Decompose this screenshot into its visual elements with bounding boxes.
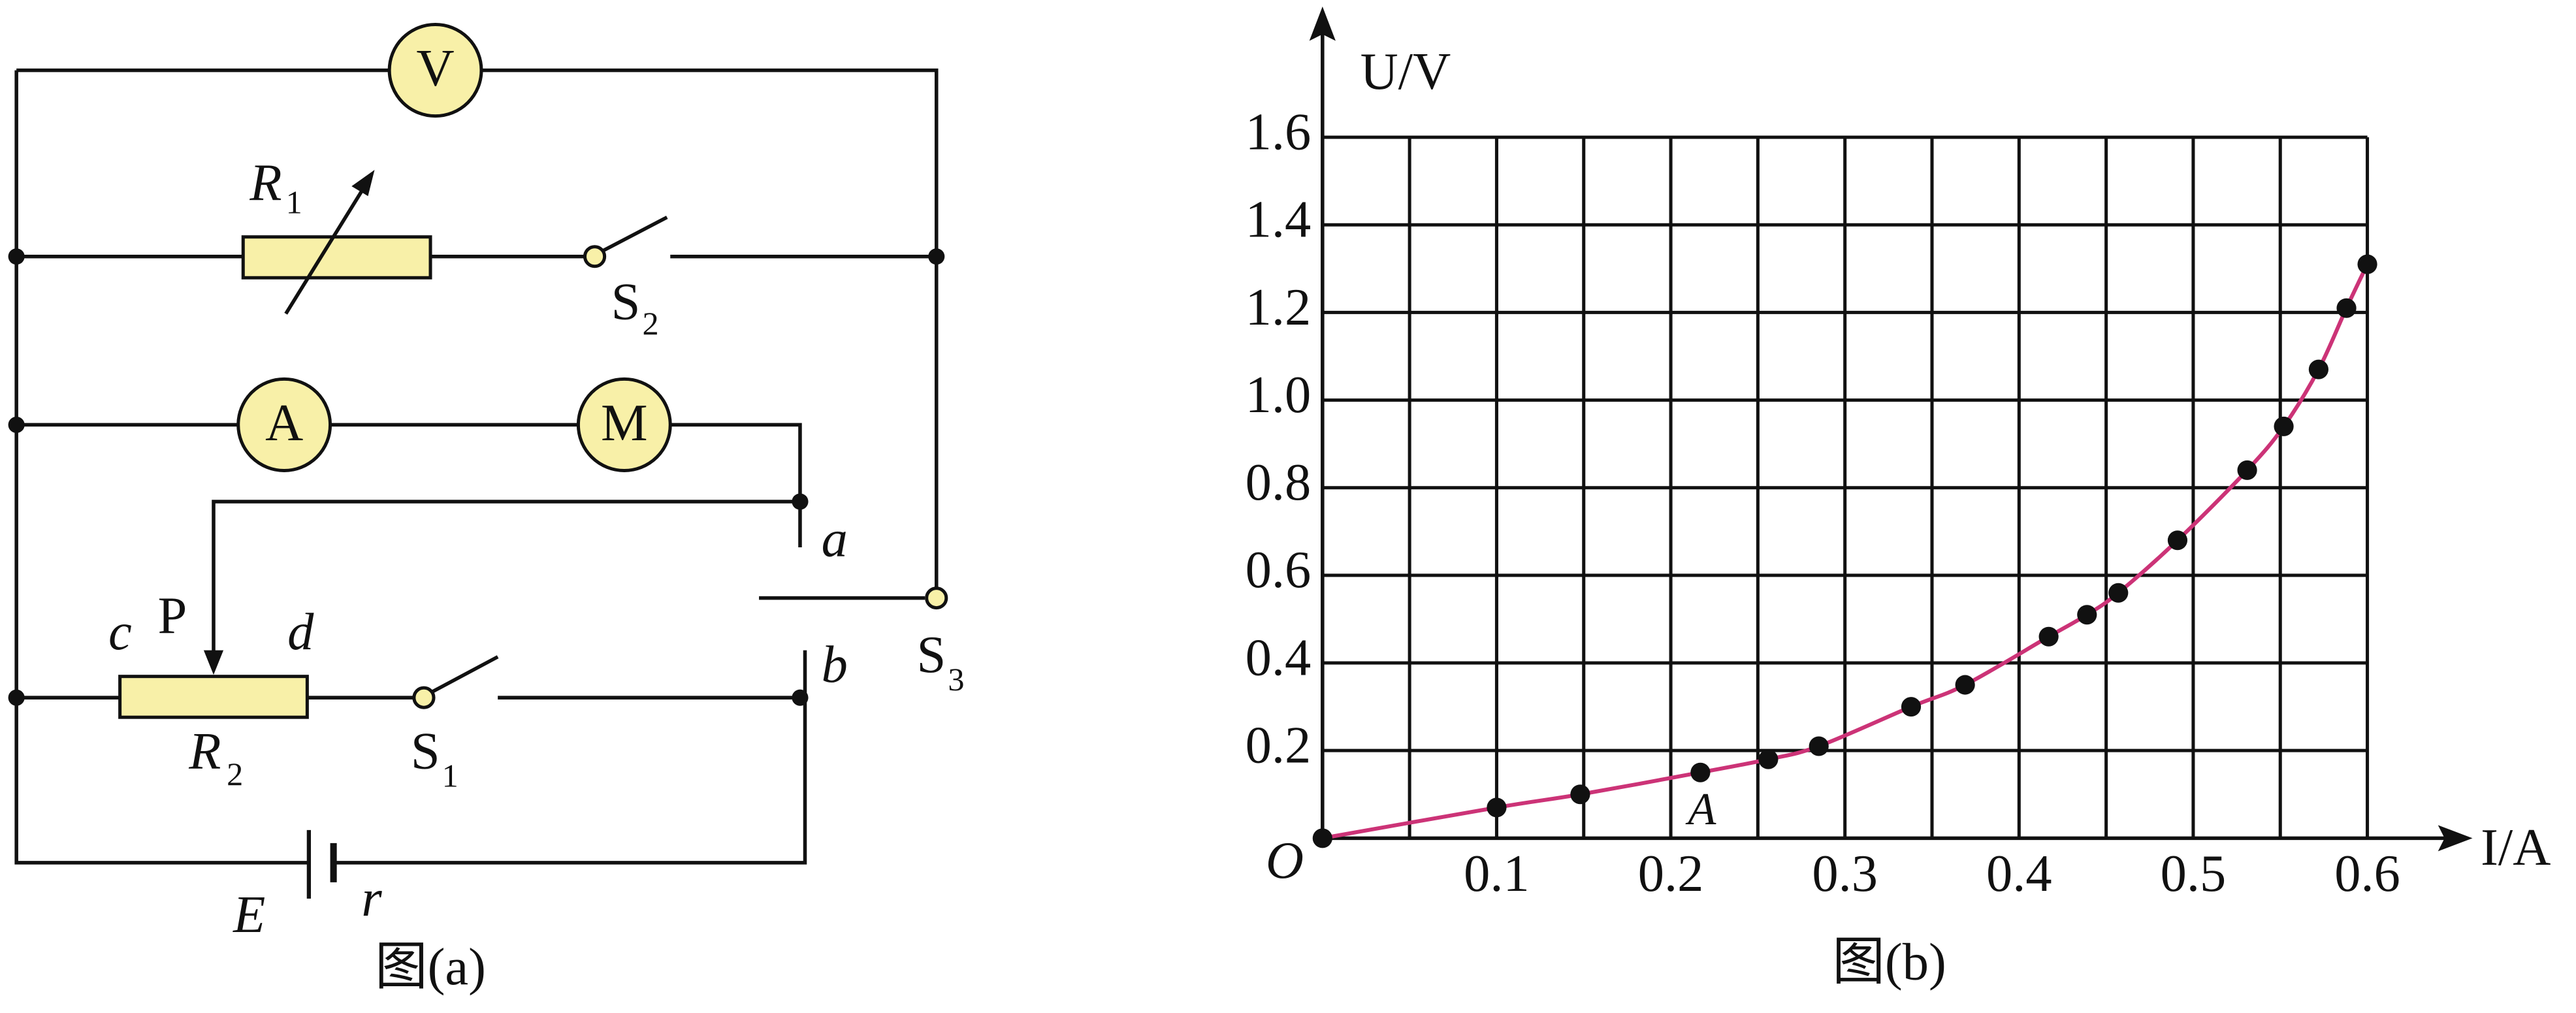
label: R	[249, 153, 282, 212]
data-point	[2167, 530, 2188, 551]
label: S	[917, 626, 946, 684]
x-tick-label: 0.2	[1638, 844, 1704, 903]
subscript: 2	[227, 756, 243, 792]
label: a	[822, 510, 848, 568]
y-tick-label: 1.0	[1246, 366, 1312, 424]
data-point	[1809, 736, 1829, 756]
arrow-head	[1309, 7, 1336, 41]
data-point	[2038, 626, 2059, 647]
data-point	[1758, 749, 1779, 769]
node	[8, 689, 25, 706]
arrow-head	[2438, 825, 2473, 852]
y-tick-label: 1.2	[1246, 278, 1312, 336]
origin-label: O	[1266, 831, 1304, 890]
x-tick-label: 0.5	[2161, 844, 2227, 903]
data-point	[2274, 416, 2294, 436]
caption: 图(b)	[1832, 933, 1946, 991]
data-point	[2077, 605, 2097, 625]
wire	[14, 68, 939, 865]
nodes	[8, 248, 945, 706]
node	[8, 248, 25, 265]
y-tick-label: 0.6	[1246, 541, 1312, 599]
x-tick-label: 0.6	[2334, 844, 2400, 903]
subscript: 3	[948, 661, 964, 698]
label: E	[233, 886, 265, 944]
label: r	[361, 869, 382, 927]
label: d	[287, 603, 314, 661]
data-point	[1690, 762, 1711, 782]
data-point	[2108, 583, 2129, 603]
data-point	[2357, 254, 2377, 274]
data-point	[1901, 697, 1922, 717]
rheostat-arrow	[284, 185, 366, 315]
x-axis-label: I/A	[2481, 818, 2551, 876]
subscript: 1	[442, 758, 459, 794]
subscript: 2	[642, 305, 658, 342]
x-tick-label: 0.1	[1464, 844, 1530, 903]
arrow-head	[203, 650, 224, 675]
switch-pivot	[583, 245, 607, 268]
arrow-head	[351, 170, 375, 197]
data-point	[2237, 460, 2257, 480]
meter-label: M	[601, 394, 648, 452]
wire	[16, 423, 802, 654]
label: S	[411, 722, 440, 780]
chart: U/V I/A O A 图(b) 0.1 0.2 0.3 0.4 0.5 0.6 0.2 0.…	[1246, 7, 2551, 991]
y-axis-label: U/V	[1360, 42, 1451, 101]
data-point	[1955, 675, 1975, 695]
voltmeter	[387, 23, 483, 118]
x-tick-label: 0.4	[1986, 844, 2052, 903]
data-point	[1487, 797, 1507, 818]
data-point	[2336, 298, 2357, 318]
node	[792, 689, 809, 706]
y-tick-label: 0.2	[1246, 716, 1312, 775]
node	[928, 248, 945, 265]
meter-label: A	[265, 394, 303, 452]
label: c	[108, 603, 132, 661]
label: R	[188, 722, 221, 780]
x-tick-label: 0.3	[1812, 844, 1878, 903]
y-tick-label: 1.6	[1246, 103, 1312, 161]
meters	[236, 23, 948, 709]
resistor	[241, 235, 432, 280]
data-point	[2308, 359, 2328, 379]
data-point	[1570, 784, 1590, 805]
meter-label: V	[416, 39, 454, 97]
resistor	[118, 675, 309, 719]
y-tick-label: 0.8	[1246, 453, 1312, 511]
node	[792, 493, 809, 510]
ammeter	[236, 377, 332, 472]
node	[8, 416, 25, 433]
annotation: A	[1685, 784, 1716, 835]
circuit: V A M R 1 S 2 S 3 S 1 R 2 a b c P d E r …	[8, 23, 964, 996]
switch-pivot	[412, 686, 436, 709]
subscript: 1	[286, 184, 302, 221]
y-tick-label: 1.4	[1246, 191, 1312, 249]
label: b	[822, 635, 848, 694]
motor	[576, 377, 672, 472]
label: S	[611, 273, 641, 331]
label: P	[157, 587, 187, 645]
data-point	[1312, 828, 1332, 848]
switch-blade	[429, 655, 499, 695]
y-tick-label: 0.4	[1246, 629, 1312, 687]
caption: 图(a)	[375, 938, 486, 996]
switch-blade	[600, 216, 668, 253]
switch-pivot	[925, 587, 948, 610]
